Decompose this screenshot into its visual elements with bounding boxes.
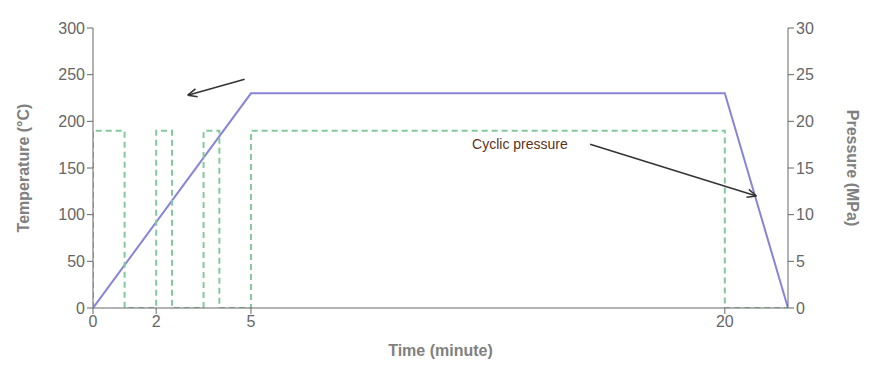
- svg-text:200: 200: [58, 113, 85, 130]
- svg-text:Pressure (MPa): Pressure (MPa): [844, 110, 861, 227]
- svg-text:25: 25: [796, 66, 814, 83]
- svg-text:0: 0: [796, 300, 805, 317]
- svg-text:50: 50: [67, 253, 85, 270]
- svg-text:250: 250: [58, 66, 85, 83]
- svg-text:Time (minute): Time (minute): [388, 342, 493, 359]
- svg-text:20: 20: [796, 113, 814, 130]
- svg-text:0: 0: [89, 313, 98, 330]
- svg-text:5: 5: [247, 313, 256, 330]
- svg-text:150: 150: [58, 160, 85, 177]
- svg-text:2: 2: [152, 313, 161, 330]
- svg-text:30: 30: [796, 20, 814, 37]
- svg-text:15: 15: [796, 160, 814, 177]
- svg-text:Temperature (°C): Temperature (°C): [15, 104, 32, 233]
- svg-text:5: 5: [796, 253, 805, 270]
- svg-text:0: 0: [76, 300, 85, 317]
- svg-text:20: 20: [716, 313, 734, 330]
- svg-text:300: 300: [58, 20, 85, 37]
- svg-text:100: 100: [58, 206, 85, 223]
- svg-text:Cyclic pressure: Cyclic pressure: [472, 136, 568, 152]
- svg-text:10: 10: [796, 206, 814, 223]
